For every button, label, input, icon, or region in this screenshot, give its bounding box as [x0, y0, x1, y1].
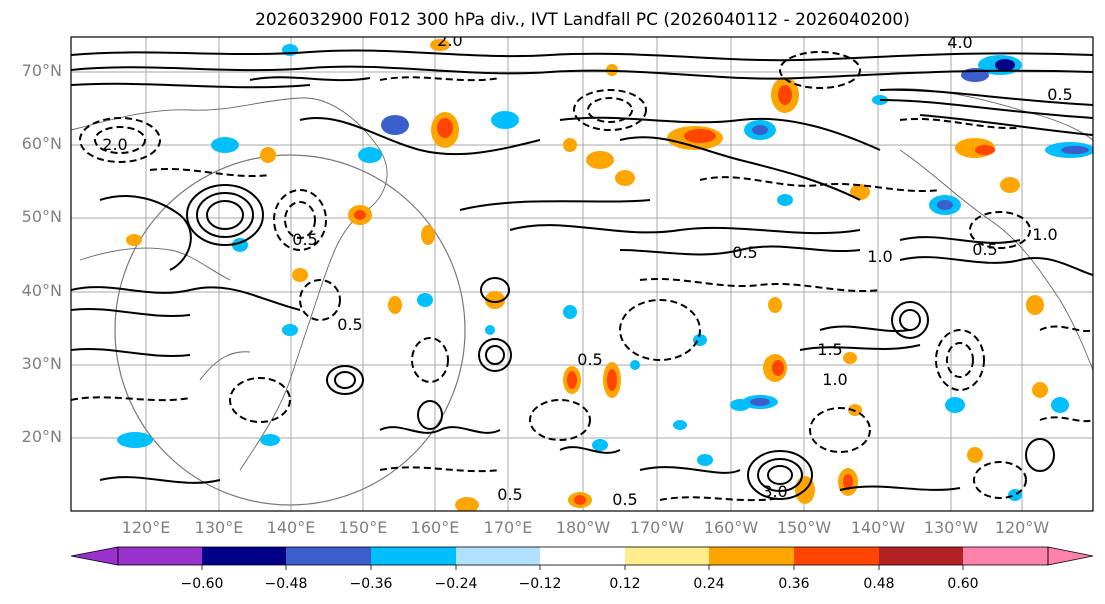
- lon-label-120e: 120°E: [121, 518, 171, 537]
- colorbar-tick-label: 0.36: [778, 576, 810, 592]
- lon-label-150w: 150°W: [776, 518, 832, 537]
- lon-label-140e: 140°E: [266, 518, 316, 537]
- solid-contours: [71, 49, 1093, 500]
- contour-label: 0.5: [337, 315, 362, 334]
- contour-label: 0.5: [292, 230, 317, 249]
- colorbar-tick-label: −0.24: [434, 576, 478, 592]
- lon-label-160w: 160°W: [703, 518, 759, 537]
- colorbar-swatch: [286, 547, 371, 565]
- contour-label: 1.0: [1032, 225, 1057, 244]
- lon-label-180w: 180°W: [555, 518, 611, 537]
- contour-label: 1.0: [822, 370, 847, 389]
- colorbar-border: [117, 546, 1049, 566]
- contour-label: 0.5: [612, 490, 637, 509]
- contour-label: 0.5: [1047, 85, 1072, 104]
- colorbar-swatch: [963, 547, 1048, 565]
- colorbar-tick-label: −0.60: [180, 576, 224, 592]
- lat-label-30n: 30°N: [21, 354, 62, 373]
- colorbar-tick-label: 0.60: [947, 576, 979, 592]
- colorbar-swatch: [456, 547, 540, 565]
- colorbar-tick-label: −0.36: [349, 576, 393, 592]
- lat-label-40n: 40°N: [21, 281, 62, 300]
- contour-label: 2.0: [437, 31, 462, 50]
- lon-label-120w: 120°W: [994, 518, 1050, 537]
- colorbar-tick-label: 0.24: [693, 576, 725, 592]
- colorbar-extend-high: [1047, 546, 1094, 566]
- gridlines: [71, 37, 1093, 511]
- contour-label: 3.0: [762, 482, 787, 501]
- contour-label: 0.5: [972, 240, 997, 259]
- lat-label-50n: 50°N: [21, 207, 62, 226]
- colorbar-swatch: [540, 547, 625, 565]
- projection-circle: [114, 154, 466, 506]
- lat-label-70n: 70°N: [21, 61, 62, 80]
- colorbar-swatch: [202, 547, 286, 565]
- colorbar-extend-low: [70, 546, 119, 566]
- map-frame-bg: [71, 37, 1093, 511]
- colorbar-swatch: [794, 547, 879, 565]
- colorbar-tick-label: 0.12: [609, 576, 641, 592]
- contour-label: 0.5: [497, 485, 522, 504]
- contour-label: 2.0: [102, 135, 127, 154]
- contour-labels: 2.0 4.0 0.5 0.5 1.0 0.5 1.5 0.5 1.0 0.5 3.0 0.5 2.0 1…: [102, 31, 1072, 509]
- contour-label: 1.0: [867, 247, 892, 266]
- colorbar-swatch: [118, 547, 202, 565]
- colorbar-tick-label: −0.12: [518, 576, 562, 592]
- colorbar-swatch: [625, 547, 709, 565]
- contour-label: 4.0: [947, 33, 972, 52]
- dashed-contours: [71, 51, 1093, 502]
- lon-label-170e: 170°E: [483, 518, 533, 537]
- lon-label-150e: 150°E: [338, 518, 388, 537]
- map-title: 2026032900 F012 300 hPa div., IVT Landfa…: [255, 10, 910, 30]
- lon-label-170w: 170°W: [629, 518, 685, 537]
- lon-label-140w: 140°W: [850, 518, 906, 537]
- colorbar-swatch: [879, 547, 963, 565]
- colorbar: [70, 546, 1094, 570]
- colorbar-swatch: [371, 547, 456, 565]
- lon-label-160e: 160°E: [410, 518, 460, 537]
- lat-label-20n: 20°N: [21, 427, 62, 446]
- contour-label: 0.5: [577, 350, 602, 369]
- colorbar-swatch: [709, 547, 794, 565]
- contour-label: 1.5: [817, 340, 842, 359]
- colorbar-tick-label: 0.48: [863, 576, 895, 592]
- coastlines: [71, 88, 1093, 471]
- colorbar-tick-label: −0.48: [264, 576, 308, 592]
- lat-label-60n: 60°N: [21, 134, 62, 153]
- lon-label-130w: 130°W: [923, 518, 979, 537]
- contour-label: 0.5: [732, 243, 757, 262]
- lon-label-130e: 130°E: [194, 518, 244, 537]
- map-frame-border: [70, 36, 1094, 512]
